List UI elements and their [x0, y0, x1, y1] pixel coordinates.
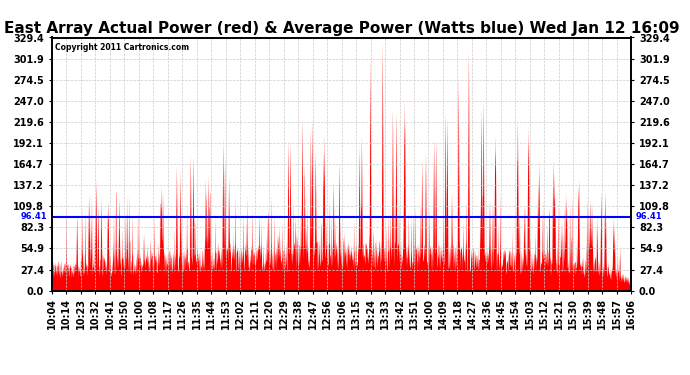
Title: East Array Actual Power (red) & Average Power (Watts blue) Wed Jan 12 16:09: East Array Actual Power (red) & Average …	[3, 21, 680, 36]
Text: 96.41: 96.41	[635, 212, 662, 221]
Text: Copyright 2011 Cartronics.com: Copyright 2011 Cartronics.com	[55, 43, 189, 52]
Text: 96.41: 96.41	[21, 212, 48, 221]
